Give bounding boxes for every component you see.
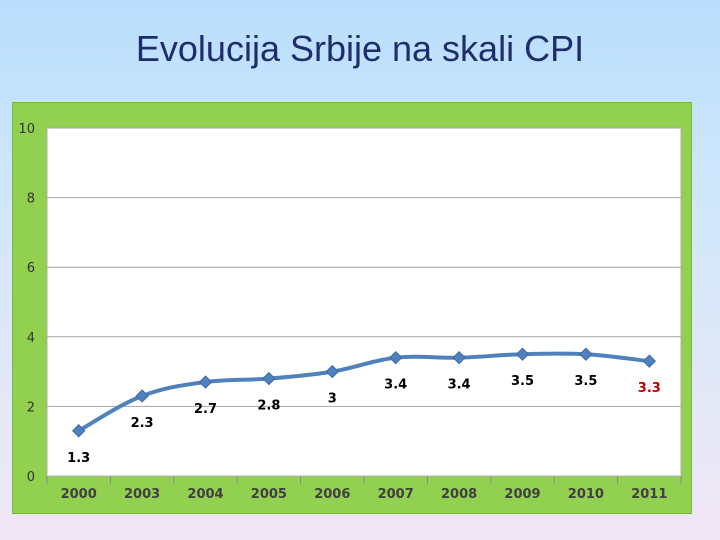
data-label: 3.3	[638, 381, 661, 396]
x-tick-label: 2006	[314, 487, 350, 502]
series-line	[76, 351, 652, 433]
x-tick-label: 2009	[504, 487, 540, 502]
data-point	[325, 364, 340, 379]
data-point	[452, 350, 466, 365]
data-label: 3.4	[384, 378, 407, 393]
x-tick-label: 2000	[61, 487, 97, 502]
x-tick-label: 2004	[187, 487, 223, 502]
x-tick-label: 2003	[124, 487, 160, 502]
data-point	[71, 424, 86, 438]
y-tick-label: 6	[27, 261, 35, 276]
x-tick-label: 2010	[568, 487, 604, 502]
data-label: 2.3	[131, 416, 154, 431]
data-point	[642, 354, 657, 368]
data-label: 3.4	[448, 378, 471, 393]
y-tick-label: 4	[27, 331, 35, 346]
y-tick-label: 8	[27, 192, 35, 207]
data-point	[579, 347, 593, 361]
data-label: 3.5	[511, 374, 534, 389]
data-point	[388, 350, 403, 365]
x-tick-label: 2007	[378, 487, 414, 502]
chart-frame: 0 2 4 6 8 10 2000 2003 2004 2005 2006 2007 2008 2009 2…	[12, 102, 692, 514]
data-label: 2.7	[194, 402, 217, 417]
data-label: 3	[328, 392, 337, 407]
y-tick-label: 0	[27, 470, 35, 485]
data-point	[262, 371, 276, 386]
plot-area	[46, 127, 682, 477]
data-point	[515, 347, 530, 361]
data-point	[198, 375, 213, 389]
data-label: 1.3	[67, 451, 90, 466]
x-tick-label: 2008	[441, 487, 477, 502]
data-point	[135, 389, 149, 403]
slide-title: Evolucija Srbije na skali CPI	[135, 28, 585, 69]
y-tick-label: 2	[27, 400, 35, 415]
y-tick-label: 10	[18, 122, 35, 137]
x-tick-label: 2011	[631, 487, 667, 502]
data-label: 3.5	[574, 374, 597, 389]
data-label: 2.8	[257, 399, 280, 414]
line-chart: 0 2 4 6 8 10 2000 2003 2004 2005 2006 2007 2008 2009 2…	[18, 122, 682, 502]
x-tick-label: 2005	[251, 487, 287, 502]
